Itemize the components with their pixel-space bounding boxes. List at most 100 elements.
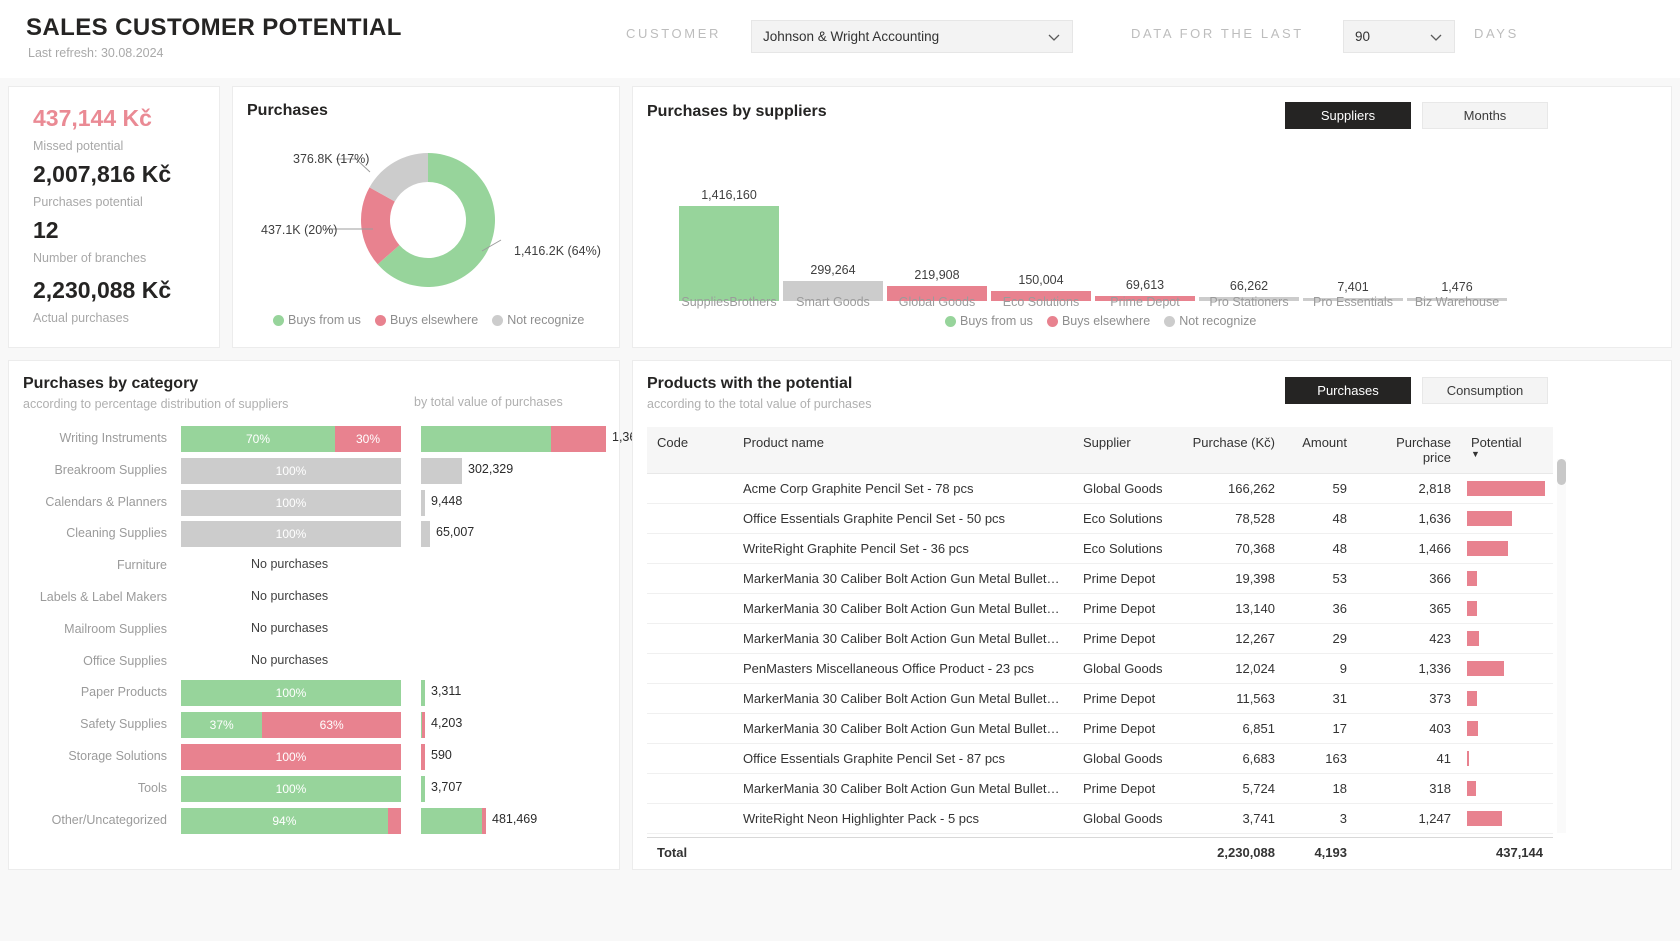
legend-item-2[interactable]: Buys elsewhere bbox=[1046, 314, 1150, 328]
toggle-months[interactable]: Months bbox=[1422, 102, 1548, 129]
supplier-bar[interactable] bbox=[1199, 297, 1299, 301]
category-value-segment bbox=[422, 712, 425, 739]
table-row[interactable]: Office Essentials Graphite Pencil Set - … bbox=[647, 503, 1553, 534]
category-value-bar[interactable] bbox=[421, 457, 462, 484]
cell-supplier: Global Goods bbox=[1073, 803, 1179, 834]
supplier-bar[interactable] bbox=[679, 206, 779, 301]
total-purchase-price bbox=[1357, 837, 1461, 863]
table-row[interactable]: MarkerMania 30 Caliber Bolt Action Gun M… bbox=[647, 773, 1553, 804]
cell-potential bbox=[1461, 713, 1553, 744]
category-row[interactable]: Tools 100% 3,707 bbox=[9, 774, 621, 806]
supplier-bar[interactable] bbox=[1407, 298, 1507, 301]
category-percent-bar[interactable]: 100% bbox=[181, 521, 401, 548]
table-scrollbar-track[interactable] bbox=[1557, 459, 1566, 833]
table-total-row: Total 2,230,088 4,193 437,144 bbox=[647, 837, 1553, 863]
toggle-purchases[interactable]: Purchases bbox=[1285, 377, 1411, 404]
cell-purchase-price: 1,247 bbox=[1357, 803, 1461, 834]
cell-amount: 48 bbox=[1285, 533, 1357, 564]
category-row[interactable]: Cleaning Supplies 100% 65,007 bbox=[9, 519, 621, 551]
customer-select[interactable]: Johnson & Wright Accounting bbox=[751, 20, 1073, 53]
toggle-suppliers[interactable]: Suppliers bbox=[1285, 102, 1411, 129]
category-value-bar[interactable] bbox=[421, 775, 425, 802]
category-card-title: Purchases by category bbox=[23, 375, 199, 392]
category-percent-bar[interactable]: 94% bbox=[181, 807, 401, 834]
legend-item-2[interactable]: Buys elsewhere bbox=[374, 313, 479, 327]
donut-slice-2[interactable] bbox=[361, 187, 400, 265]
category-percent-bar[interactable]: 100% bbox=[181, 744, 401, 770]
legend-item-3[interactable]: Not recognize bbox=[492, 313, 584, 327]
table-row[interactable]: Office Essentials Graphite Pencil Set - … bbox=[647, 743, 1553, 774]
category-row[interactable]: Office Supplies No purchases bbox=[9, 647, 621, 679]
category-percent-bar[interactable]: 100% bbox=[181, 775, 401, 802]
category-value-header: by total value of purchases bbox=[414, 395, 563, 409]
donut-slice-3[interactable] bbox=[369, 153, 428, 202]
donut-data-label-3: 376.8K (17%) bbox=[293, 152, 370, 166]
potential-bar bbox=[1467, 601, 1477, 616]
category-value-bar[interactable] bbox=[421, 807, 486, 834]
category-row[interactable]: Mailroom Supplies No purchases bbox=[9, 615, 621, 647]
days-select[interactable]: 90 bbox=[1343, 20, 1455, 53]
category-row[interactable]: Paper Products 100% 3,311 bbox=[9, 678, 621, 710]
category-row[interactable]: Labels & Label Makers No purchases bbox=[9, 583, 621, 615]
category-percent-bar[interactable]: 100% bbox=[181, 457, 401, 484]
column-header-supplier[interactable]: Supplier bbox=[1073, 427, 1179, 474]
column-header-product-name[interactable]: Product name bbox=[733, 427, 1073, 474]
table-row[interactable]: MarkerMania 30 Caliber Bolt Action Gun M… bbox=[647, 563, 1553, 594]
cell-supplier: Prime Depot bbox=[1073, 683, 1179, 714]
category-percent-bar[interactable]: 100% bbox=[181, 680, 401, 707]
donut-slice-1[interactable] bbox=[377, 153, 496, 287]
column-header-code[interactable]: Code bbox=[647, 427, 733, 474]
category-percent-segment bbox=[387, 807, 401, 834]
supplier-bar[interactable] bbox=[783, 281, 883, 301]
table-row[interactable]: PenMasters Miscellaneous Office Product … bbox=[647, 653, 1553, 684]
table-row[interactable]: MarkerMania 30 Caliber Bolt Action Gun M… bbox=[647, 683, 1553, 714]
toggle-consumption[interactable]: Consumption bbox=[1422, 377, 1548, 404]
table-row[interactable]: MarkerMania 30 Caliber Bolt Action Gun M… bbox=[647, 623, 1553, 654]
column-header-label: Supplier bbox=[1083, 435, 1131, 450]
category-row[interactable]: Other/Uncategorized 94% 481,469 bbox=[9, 806, 621, 838]
table-row[interactable]: MarkerMania 30 Caliber Bolt Action Gun M… bbox=[647, 713, 1553, 744]
cell-supplier: Global Goods bbox=[1073, 653, 1179, 684]
category-row[interactable]: Breakroom Supplies 100% 302,329 bbox=[9, 456, 621, 488]
legend-item-1[interactable]: Buys from us bbox=[945, 314, 1033, 328]
table-row[interactable]: WriteRight Neon Highlighter Pack - 5 pcs… bbox=[647, 803, 1553, 834]
cell-purchase-price: 403 bbox=[1357, 713, 1461, 744]
category-label: Office Supplies bbox=[83, 653, 167, 668]
table-scrollbar-thumb[interactable] bbox=[1557, 459, 1566, 485]
supplier-bar[interactable] bbox=[1095, 296, 1195, 301]
legend-item-3[interactable]: Not recognize bbox=[1164, 314, 1256, 328]
category-row[interactable]: Furniture No purchases bbox=[9, 551, 621, 583]
category-value-bar[interactable] bbox=[421, 489, 425, 516]
category-value-bar[interactable] bbox=[421, 744, 425, 770]
category-value-segment bbox=[421, 744, 425, 770]
category-value-bar[interactable] bbox=[421, 712, 425, 739]
cell-product-name: MarkerMania 30 Caliber Bolt Action Gun M… bbox=[733, 713, 1073, 744]
category-row[interactable]: Storage Solutions 100% 590 bbox=[9, 742, 621, 774]
category-value-bar[interactable] bbox=[421, 521, 430, 548]
category-percent-bar[interactable]: 100% bbox=[181, 489, 401, 516]
potential-bar bbox=[1467, 631, 1479, 646]
category-row[interactable]: Calendars & Planners 100% 9,448 bbox=[9, 488, 621, 520]
column-header-potential[interactable]: Potential ▼ bbox=[1461, 427, 1553, 474]
column-header-purchase-price[interactable]: Purchase price bbox=[1357, 427, 1461, 474]
table-row[interactable]: Acme Corp Graphite Pencil Set - 78 pcs Gl… bbox=[647, 473, 1553, 504]
table-row[interactable]: WriteRight Graphite Pencil Set - 36 pcs E… bbox=[647, 533, 1553, 564]
category-percent-bar[interactable]: 37% 63% bbox=[181, 712, 401, 739]
supplier-bar[interactable] bbox=[991, 291, 1091, 301]
category-row[interactable]: Safety Supplies 37% 63% 4,203 bbox=[9, 710, 621, 742]
cell-amount: 3 bbox=[1285, 803, 1357, 834]
cell-product-name: WriteRight Graphite Pencil Set - 36 pcs bbox=[733, 533, 1073, 564]
legend-item-1[interactable]: Buys from us bbox=[273, 313, 361, 327]
supplier-bar[interactable] bbox=[1303, 298, 1403, 301]
table-row[interactable]: MarkerMania 30 Caliber Bolt Action Gun M… bbox=[647, 593, 1553, 624]
category-percent-bar[interactable]: 70% 30% bbox=[181, 426, 401, 452]
category-value-bar[interactable] bbox=[421, 426, 606, 452]
supplier-bar[interactable] bbox=[887, 286, 987, 301]
column-header-amount[interactable]: Amount bbox=[1285, 427, 1357, 474]
legend-label: Buys elsewhere bbox=[389, 313, 479, 327]
category-label: Calendars & Planners bbox=[45, 494, 167, 509]
kpi-label-2: Purchases potential bbox=[33, 195, 143, 209]
category-value-bar[interactable] bbox=[421, 680, 425, 707]
column-header-purchase-k[interactable]: Purchase (Kč) bbox=[1179, 427, 1285, 474]
